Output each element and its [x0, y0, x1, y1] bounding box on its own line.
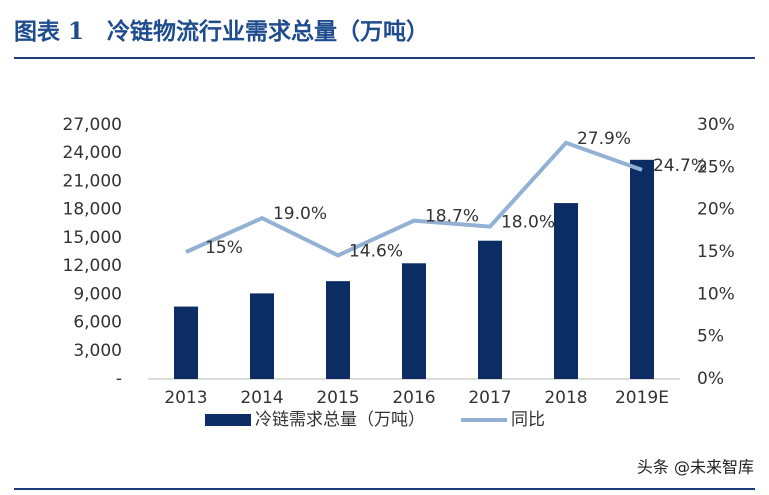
legend-swatch: [205, 414, 251, 426]
data-label: 18.0%: [501, 213, 555, 233]
y-tick-label: 24,000: [63, 143, 122, 163]
y2-tick-label: 15%: [697, 242, 735, 262]
y2-tick-label: 10%: [697, 284, 735, 304]
data-label: 24.7%: [653, 156, 707, 176]
data-label: 27.9%: [577, 129, 631, 149]
line: [185, 140, 643, 258]
data-label: 15%: [205, 238, 243, 258]
x-tick-label: 2015: [316, 388, 359, 408]
chart-title: 图表 1 冷链物流行业需求总量（万吨）: [14, 18, 429, 45]
y-tick-label: 21,000: [63, 171, 122, 191]
y2-tick-label: 30%: [697, 115, 735, 135]
y-tick-label: 12,000: [63, 256, 122, 276]
bar: [554, 203, 578, 379]
bar: [174, 306, 198, 379]
y-tick-label: 27,000: [63, 115, 122, 135]
x-tick-label: 2018: [544, 388, 587, 408]
bar: [326, 281, 350, 379]
x-tick-label: 2014: [240, 388, 283, 408]
bar: [250, 293, 274, 379]
bar: [630, 159, 654, 379]
x-tick-label: 2016: [392, 388, 435, 408]
y2-tick-label: 20%: [697, 200, 735, 220]
y-tick-label: 6,000: [73, 313, 122, 333]
y2-tick-label: 5%: [697, 327, 724, 347]
y-tick-label: -: [116, 369, 122, 389]
data-label: 14.6%: [349, 241, 403, 261]
bar: [478, 240, 502, 379]
legend-label: 同比: [511, 410, 545, 430]
y2-tick-label: 25%: [697, 157, 735, 177]
bar: [402, 263, 426, 379]
y-tick-label: 15,000: [63, 228, 122, 248]
y-tick-label: 3,000: [73, 341, 122, 361]
legend-label: 冷链需求总量（万吨）: [255, 410, 425, 430]
data-label: 19.0%: [273, 204, 327, 224]
y-tick-label: 9,000: [73, 284, 122, 304]
x-tick-label: 2017: [468, 388, 511, 408]
x-tick-label: 2019E: [615, 388, 669, 408]
data-label: 18.7%: [425, 207, 479, 227]
y-tick-label: 18,000: [63, 200, 122, 220]
watermark: 头条 @未来智库: [637, 458, 754, 477]
y2-tick-label: 0%: [697, 369, 724, 389]
x-tick-label: 2013: [164, 388, 207, 408]
